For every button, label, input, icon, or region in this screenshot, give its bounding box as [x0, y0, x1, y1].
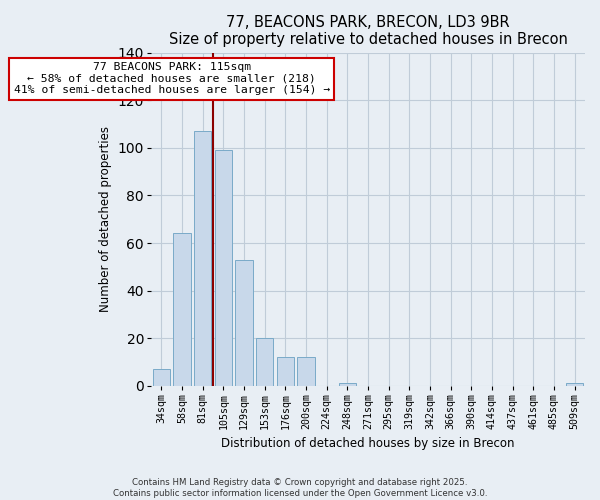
X-axis label: Distribution of detached houses by size in Brecon: Distribution of detached houses by size … — [221, 437, 515, 450]
Bar — [215, 150, 232, 386]
Title: 77, BEACONS PARK, BRECON, LD3 9BR
Size of property relative to detached houses i: 77, BEACONS PARK, BRECON, LD3 9BR Size o… — [169, 15, 568, 48]
Y-axis label: Number of detached properties: Number of detached properties — [99, 126, 112, 312]
Bar — [277, 357, 294, 386]
Bar — [338, 384, 356, 386]
Text: Contains HM Land Registry data © Crown copyright and database right 2025.
Contai: Contains HM Land Registry data © Crown c… — [113, 478, 487, 498]
Bar — [173, 234, 191, 386]
Bar — [235, 260, 253, 386]
Bar — [256, 338, 274, 386]
Bar — [194, 131, 211, 386]
Bar — [152, 369, 170, 386]
Bar — [566, 384, 583, 386]
Text: 77 BEACONS PARK: 115sqm
← 58% of detached houses are smaller (218)
41% of semi-d: 77 BEACONS PARK: 115sqm ← 58% of detache… — [14, 62, 330, 96]
Bar — [297, 357, 315, 386]
